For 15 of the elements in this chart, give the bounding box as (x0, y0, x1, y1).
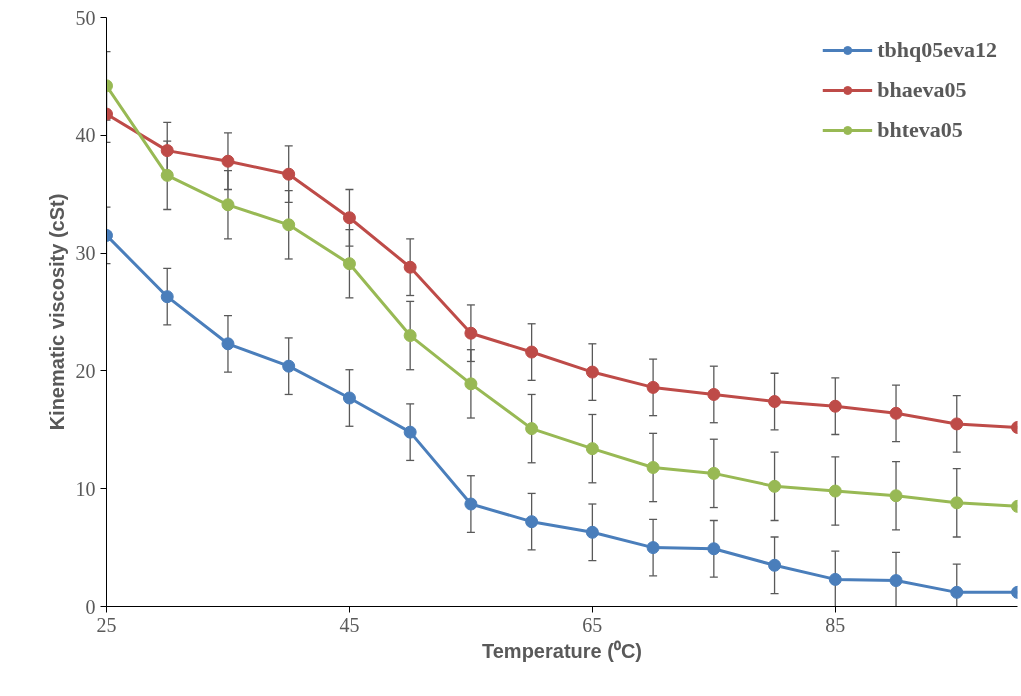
x-tick-label: 65 (582, 613, 603, 636)
y-tick-label: 10 (75, 477, 96, 500)
y-tick-label: 40 (75, 124, 96, 147)
x-tick-label: 25 (96, 613, 117, 636)
y-tick-label: 0 (85, 595, 96, 618)
y-axis-title: Kinematic viscosity (cSt) (45, 193, 68, 431)
y-tick-label: 20 (75, 359, 96, 382)
y-tick-label: 50 (75, 6, 96, 29)
x-tick-label: 85 (825, 613, 846, 636)
x-axis-title: Temperature (⁰C) (482, 639, 643, 662)
legend-label: bhaeva05 (877, 77, 967, 103)
x-tick-label: 45 (339, 613, 360, 636)
y-tick-label: 30 (75, 242, 96, 265)
legend-label: bhteva05 (877, 117, 963, 143)
legend-label: tbhq05eva12 (877, 37, 997, 63)
